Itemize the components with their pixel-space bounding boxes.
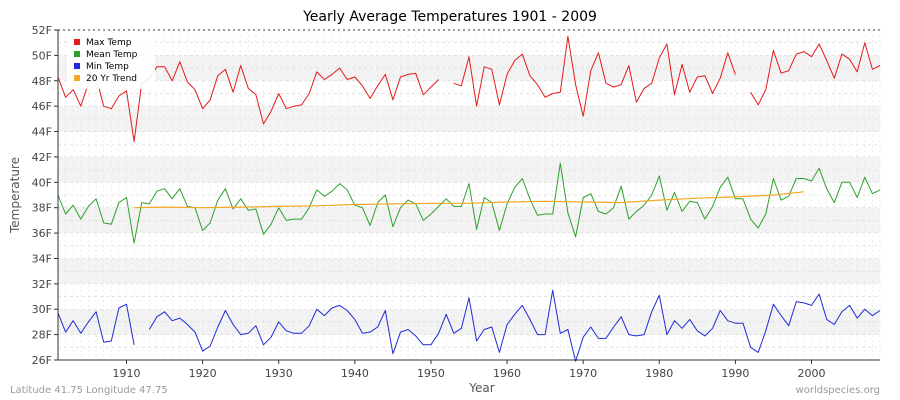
series-line [57, 61, 439, 143]
x-tick-label: 1950 [417, 367, 445, 380]
y-tick-label: 28F [32, 329, 52, 342]
y-tick-label: 46F [32, 100, 52, 113]
chart-title: Yearly Average Temperatures 1901 - 2009 [302, 9, 597, 25]
y-tick-label: 32F [32, 278, 52, 291]
legend-swatch [74, 51, 80, 57]
legend: Max Temp Mean Temp Min Temp 20 Yr Trend [67, 35, 155, 89]
legend-label: Mean Temp [86, 50, 138, 60]
x-axis-label: Year [468, 381, 494, 395]
footer-source: worldspecies.org [796, 385, 880, 396]
y-tick-label: 48F [32, 75, 52, 88]
x-tick-label: 1940 [341, 367, 369, 380]
y-tick-label: 50F [32, 49, 52, 62]
y-axis-label: Temperature [8, 157, 22, 234]
x-tick-label: 1980 [645, 367, 673, 380]
x-tick-label: 1920 [189, 367, 217, 380]
legend-box [67, 35, 155, 89]
axes: 26F 28F 30F 32F 34F 36F 38F 40F 42F 44F 46F 48F 50F 5… [32, 24, 880, 380]
series-layer [57, 35, 881, 362]
series-min-temp [57, 289, 881, 362]
y-tick-label: 34F [32, 252, 52, 265]
legend-label: Max Temp [86, 38, 132, 48]
y-tick-label: 36F [32, 227, 52, 240]
legend-swatch [74, 39, 80, 45]
series-max-temp [57, 35, 881, 143]
legend-swatch [74, 75, 80, 81]
legend-label: 20 Yr Trend [86, 74, 137, 84]
x-tick-label: 1910 [113, 367, 141, 380]
series-line [57, 303, 135, 345]
x-tick-label: 1960 [493, 367, 521, 380]
y-tick-label: 42F [32, 151, 52, 164]
grid [57, 29, 881, 361]
y-tick-label: 38F [32, 202, 52, 215]
legend-label: Min Temp [86, 62, 129, 72]
y-tick-label: 52F [32, 24, 52, 37]
series-line [453, 35, 736, 117]
series-line [750, 42, 881, 106]
x-tick-label: 1930 [265, 367, 293, 380]
series-line [134, 191, 804, 209]
x-tick-label: 1970 [569, 367, 597, 380]
x-tick-label: 2000 [798, 367, 826, 380]
y-tick-label: 30F [32, 303, 52, 316]
y-tick-label: 40F [32, 176, 52, 189]
series-line [148, 289, 881, 362]
x-tick-label: 1990 [721, 367, 749, 380]
series-20-yr-trend [134, 191, 804, 209]
legend-swatch [74, 63, 80, 69]
y-tick-label: 26F [32, 354, 52, 367]
y-tick-label: 44F [32, 126, 52, 139]
footer-coordinates: Latitude 41.75 Longitude 47.75 [10, 385, 168, 396]
